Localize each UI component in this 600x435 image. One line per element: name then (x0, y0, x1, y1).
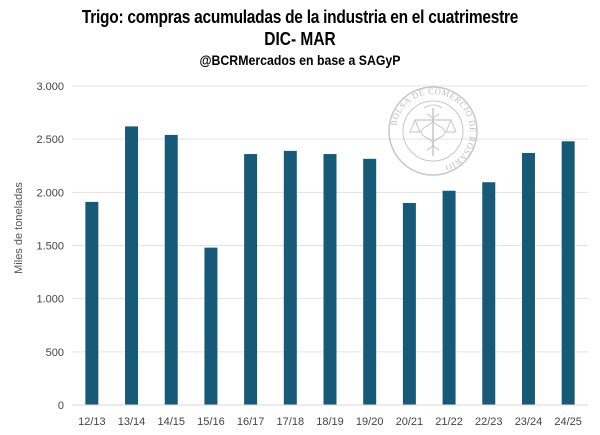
chart-title: Trigo: compras acumuladas de la industri… (81, 7, 519, 27)
x-tick-label: 16/17 (237, 416, 265, 428)
x-tick-label: 22/23 (475, 416, 503, 428)
x-tick-label: 21/22 (435, 416, 463, 428)
chart-title-block: Trigo: compras acumuladas de la industri… (0, 6, 600, 70)
y-tick-label: 1.500 (36, 241, 64, 253)
chart-subtitle: @BCRMercados en base a SAGyP (199, 52, 401, 68)
chart-title-line2: DIC- MAR (264, 29, 336, 49)
x-tick-label: 18/19 (316, 416, 344, 428)
x-tick-label: 24/25 (554, 416, 582, 428)
bars (85, 126, 575, 405)
y-tick-label: 1.000 (36, 294, 64, 306)
x-tick-label: 15/16 (197, 416, 225, 428)
x-axis-ticks: 12/13 13/14 14/15 15/16 16/17 17/18 18/19 19/20… (78, 416, 582, 428)
x-tick-label: 12/13 (78, 416, 106, 428)
y-axis-label: Miles de toneladas (13, 182, 25, 274)
bar-21-22 (442, 190, 456, 405)
bar-14-15 (164, 134, 178, 405)
bar-12-13 (85, 201, 99, 405)
bcr-seal-watermark: BOLSA DE COMERCIO DE ROSARIO (388, 86, 478, 176)
y-tick-label: 500 (46, 347, 64, 359)
bar-20-21 (402, 202, 416, 405)
y-tick-label: 0 (58, 400, 64, 412)
bar-18-19 (323, 154, 337, 405)
bar-13-14 (125, 126, 139, 405)
x-tick-label: 19/20 (356, 416, 384, 428)
x-tick-label: 20/21 (396, 416, 424, 428)
bar-19-20 (363, 158, 377, 405)
bar-22-23 (482, 182, 496, 405)
y-tick-label: 2.000 (36, 187, 64, 199)
y-tick-label: 2.500 (36, 134, 64, 146)
bar-16-17 (244, 154, 258, 405)
x-tick-label: 13/14 (118, 416, 146, 428)
y-axis-ticks: 0 500 1.000 1.500 2.000 2.500 3.000 (36, 81, 64, 412)
bar-24-25 (561, 141, 575, 405)
x-tick-label: 14/15 (157, 416, 185, 428)
bar-23-24 (521, 152, 535, 405)
x-tick-label: 17/18 (277, 416, 305, 428)
x-tick-label: 23/24 (515, 416, 543, 428)
y-tick-label: 3.000 (36, 81, 64, 93)
bar-15-16 (204, 247, 218, 405)
bar-17-18 (283, 150, 297, 405)
